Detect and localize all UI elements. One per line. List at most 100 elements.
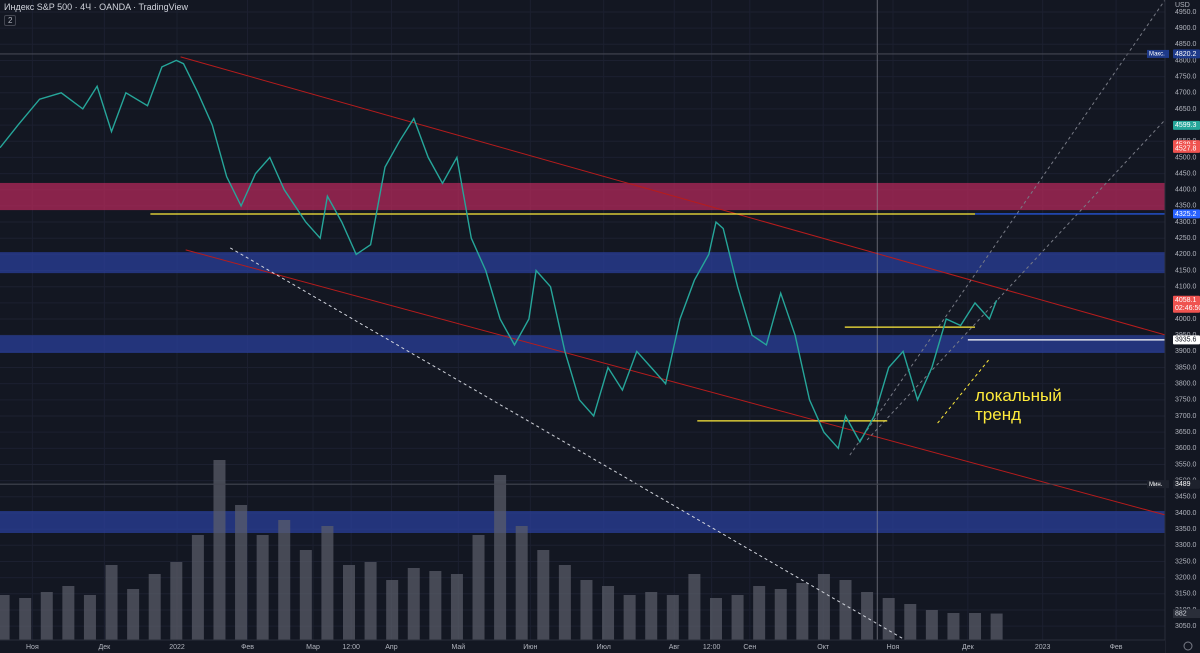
x-tick-label: Дек [98,644,111,651]
volume-bar [386,580,399,640]
volume-bar [537,550,550,640]
volume-bar [969,613,982,640]
trendline [230,247,906,641]
volume-bar [105,565,118,640]
volume-bar [731,595,744,640]
x-tick-label: 12:00 [342,644,360,651]
y-tick-label: 3800.0 [1175,381,1197,388]
x-tick-label: Авг [669,644,680,651]
price-tag-label: 3489 [1175,481,1191,488]
x-tick-label: 2022 [169,644,185,651]
volume-bar [278,520,291,640]
y-tick-label: 3400.0 [1175,510,1197,517]
volume-bar [213,460,226,640]
chart-title: Индекс S&P 500 · 4Ч · OANDA · TradingVie… [4,2,188,12]
volume-bar [688,574,701,640]
y-tick-label: 4850.0 [1175,41,1197,48]
volume-bar [666,595,679,640]
settings-icon[interactable] [1183,641,1193,651]
y-tick-label: 4450.0 [1175,170,1197,177]
volume-bar [753,586,766,640]
legend-toggle[interactable]: 2 [4,15,17,26]
y-tick-label: 3750.0 [1175,397,1197,404]
price-countdown: 02:46:50 [1175,305,1200,312]
x-tick-label: Фев [241,644,254,651]
y-tick-label: 4900.0 [1175,25,1197,32]
volume-tag [1173,609,1200,619]
volume-bar [774,589,787,640]
volume-bar [904,604,917,640]
volume-bar [148,574,161,640]
volume-bar [515,526,528,640]
volume-bar [364,562,377,640]
volume-bar [170,562,183,640]
y-tick-label: 4250.0 [1175,235,1197,242]
price-tag [1173,295,1200,313]
price-tag-name: Мин. [1149,482,1163,488]
y-tick-label: 3300.0 [1175,542,1197,549]
y-tick-label: 3550.0 [1175,461,1197,468]
y-tick-label: 4750.0 [1175,73,1197,80]
legend: Индекс S&P 500 · 4Ч · OANDA · TradingVie… [4,2,188,26]
volume-bar [623,595,636,640]
x-tick-label: Июл [597,644,611,651]
price-tag [1173,120,1200,130]
volume-bar [256,535,269,640]
y-tick-label: 3250.0 [1175,558,1197,565]
y-tick-label: 4650.0 [1175,106,1197,113]
y-tick-label: 4000.0 [1175,316,1197,323]
x-tick-label: Сен [743,644,756,651]
y-tick-label: 3650.0 [1175,429,1197,436]
x-tick-label: Мар [306,644,320,651]
y-tick-label: 3700.0 [1175,413,1197,420]
volume-bar [817,574,830,640]
volume-tag-label: 882 [1175,610,1187,617]
x-tick-label: Май [452,643,466,651]
price-tag-label: 4325.2 [1175,211,1197,218]
volume-bar [882,598,895,640]
trendline [185,249,1166,516]
price-tag [1173,143,1200,153]
price-tag-label: 3935.6 [1175,337,1197,344]
zone [0,252,1165,274]
volume-bar [472,535,485,640]
y-tick-label: 4700.0 [1175,90,1197,97]
volume-bar [602,586,615,640]
volume-bar [861,592,874,640]
volume-bar [645,592,658,640]
price-tag [1173,335,1200,345]
x-tick-label: 2023 [1035,644,1051,651]
price-tag-box [1147,49,1169,58]
volume-bar [0,595,10,640]
volume-bar [990,613,1003,640]
time-axis [0,640,1165,653]
volume-bar [235,505,248,640]
volume-bar [429,571,442,640]
price-tag [1173,479,1200,489]
x-tick-label: Окт [817,644,830,651]
y-tick-label: 4400.0 [1175,187,1197,194]
y-tick-label: 3850.0 [1175,364,1197,371]
volume-bar [299,550,312,640]
y-tick-label: 3450.0 [1175,494,1197,501]
price-tag-label: 4820.2 [1175,51,1197,58]
y-tick-label: 4150.0 [1175,267,1197,274]
y-tick-label: 3600.0 [1175,445,1197,452]
volume-bar [947,613,960,640]
y-tick-label: 3150.0 [1175,591,1197,598]
trendline [866,119,1166,441]
x-tick-label: Ноя [887,644,900,651]
price-tag-label: 4058.1 [1175,297,1197,304]
volume-bar [62,586,75,640]
y-tick-label: 4300.0 [1175,219,1197,226]
x-tick-label: Фев [1110,644,1123,651]
annotation: локальный тренд [975,386,1062,424]
volume-bar [321,526,334,640]
volume-bar [127,589,140,640]
zone [0,511,1165,534]
price-tag [1173,209,1200,219]
volume-bar [19,598,32,640]
volume-bar [494,475,507,640]
